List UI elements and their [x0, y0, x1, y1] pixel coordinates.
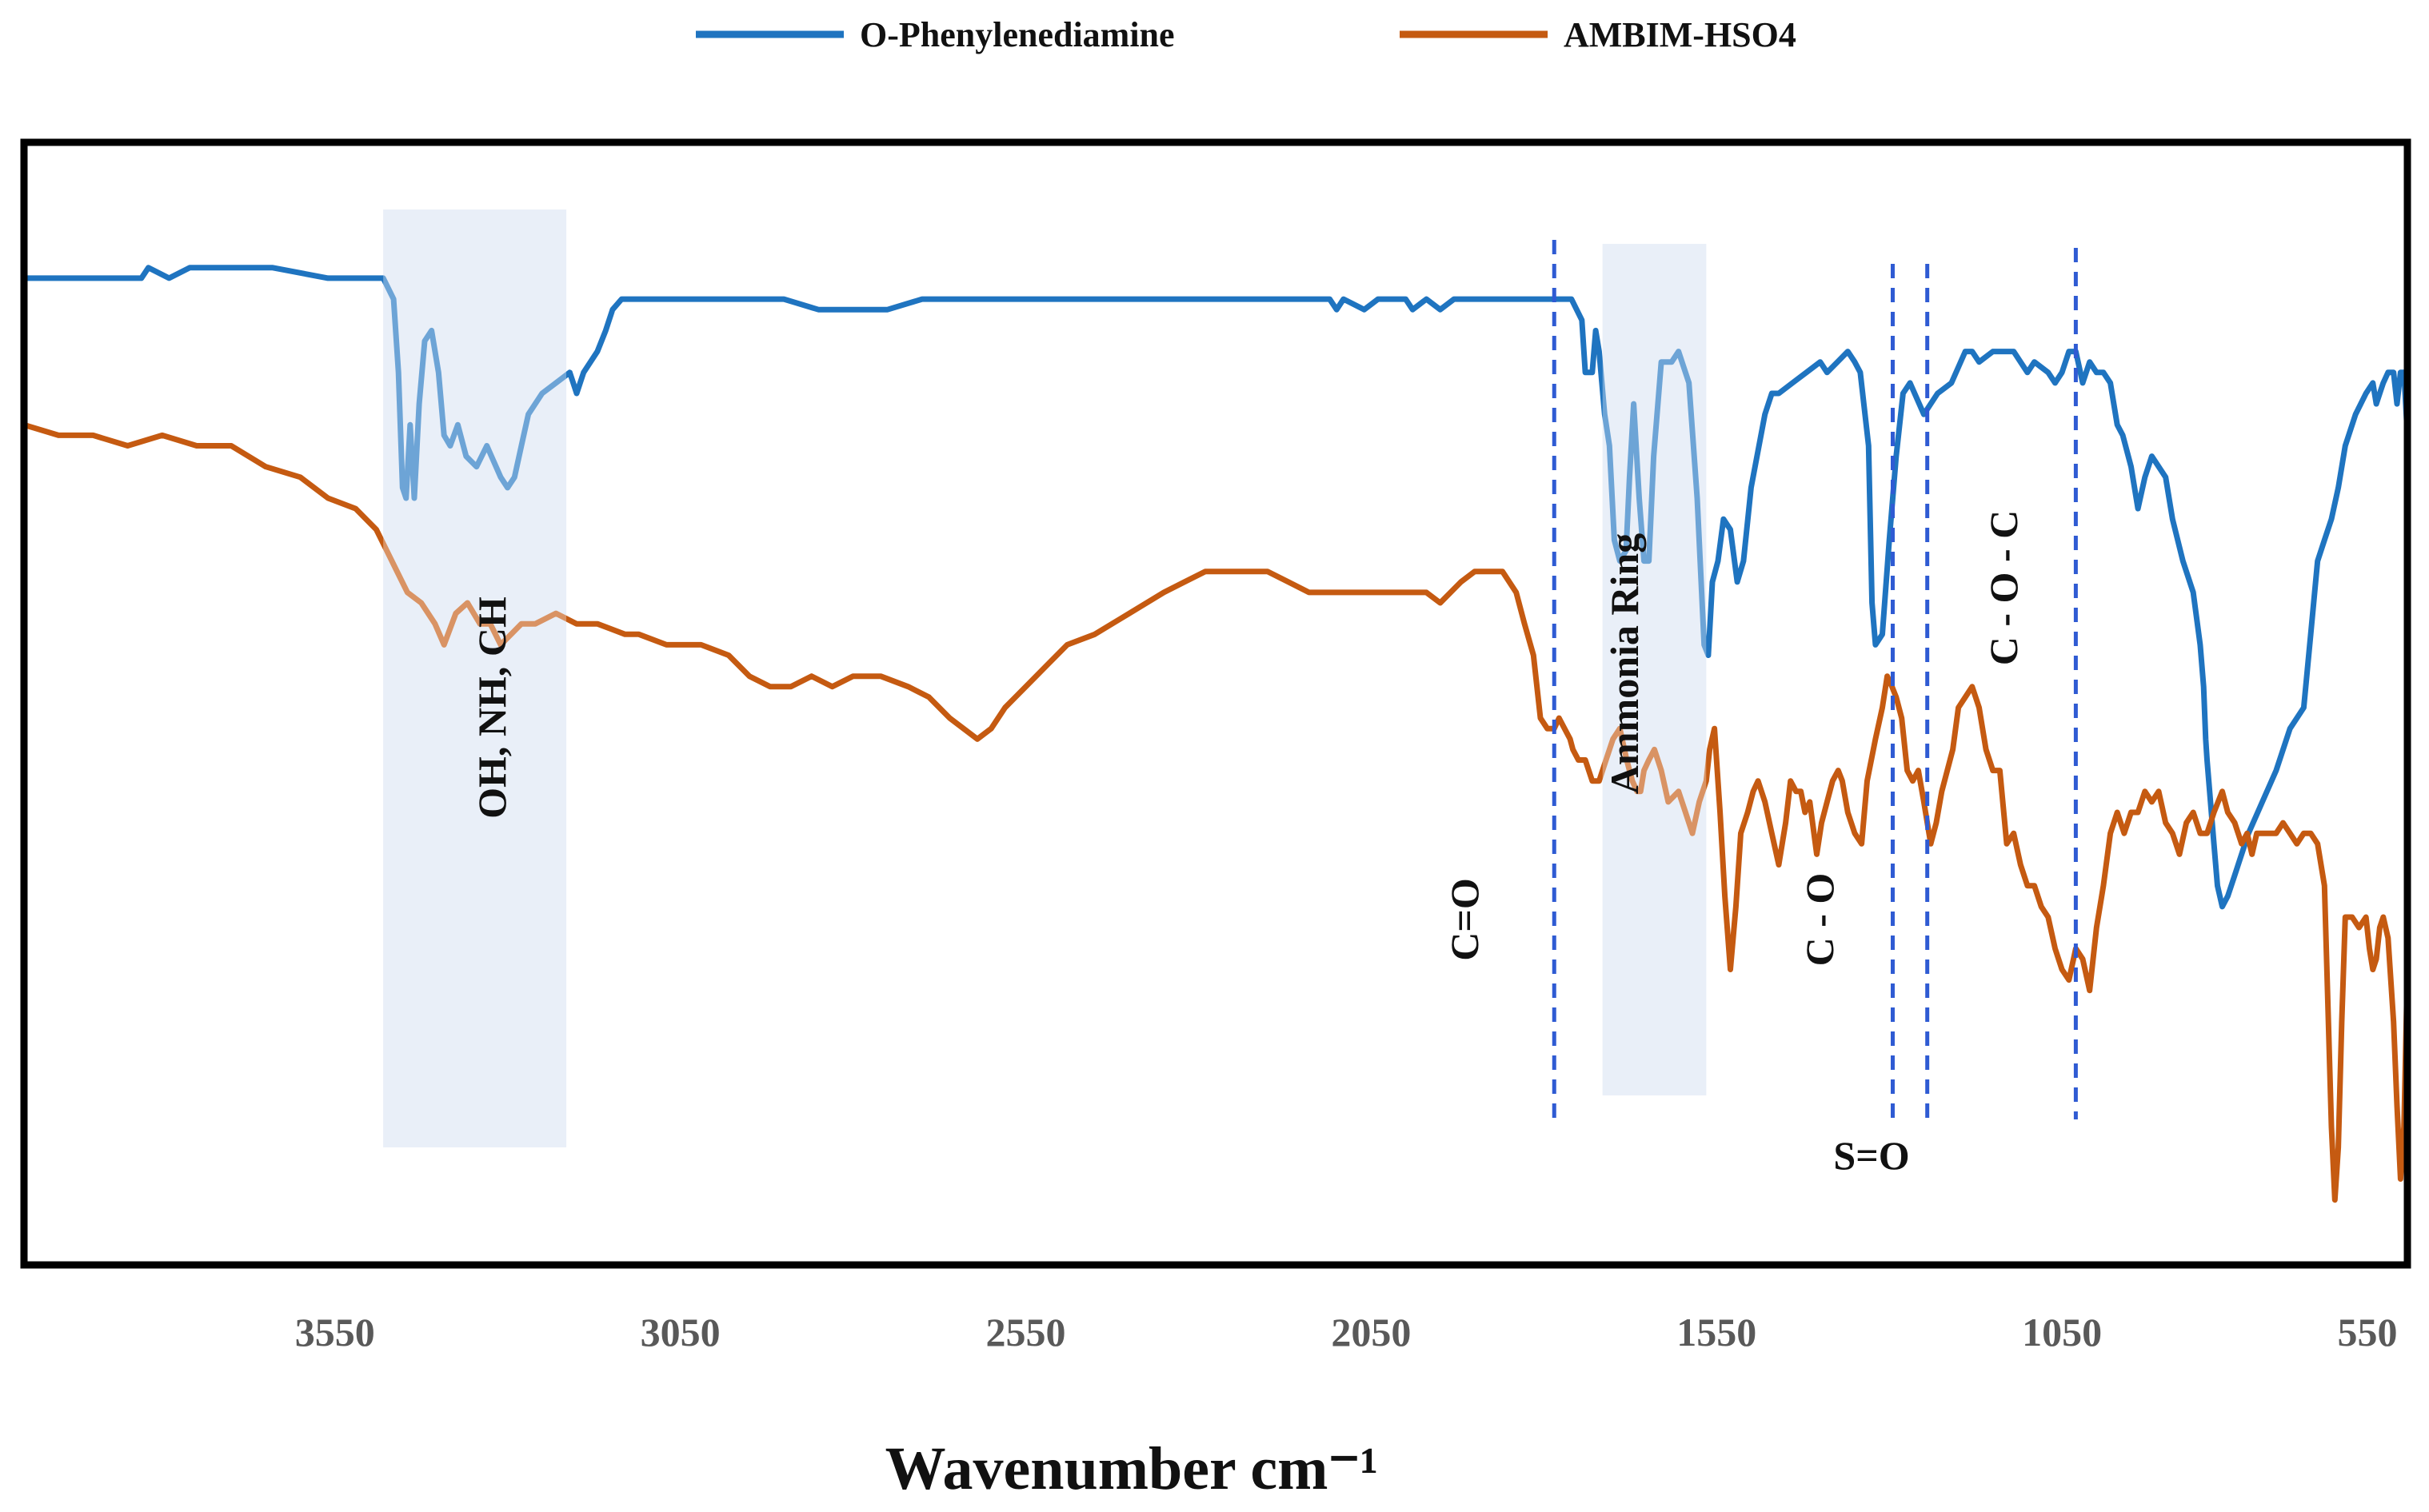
band-oh-nh-ch: [383, 209, 567, 1147]
label-s-o: S=O: [1833, 1133, 1909, 1178]
legend: O-Phenylenediamine AMBIM-HSO4: [696, 15, 1796, 54]
x-axis-label: Wavenumber cm⁻¹: [885, 1435, 1379, 1502]
series-line-ambim-hso4: [24, 421, 2407, 1203]
x-tick-label: 2050: [1331, 1310, 1411, 1354]
label-c-o-double: C=O: [1442, 878, 1487, 961]
plot-frame: [20, 138, 2411, 1269]
band-ammonia-ring-overlay: [1602, 244, 1707, 1095]
label-c-o-c: C - O - C: [1981, 510, 2026, 665]
x-tick-label: 3050: [641, 1310, 721, 1354]
x-tick-label: 1050: [2022, 1310, 2102, 1354]
label-ammonia-ring: Ammonia Ring: [1602, 533, 1647, 794]
x-axis-ticks: 3550 3050 2550 2050 1550 1050 550: [295, 1310, 2398, 1354]
legend-label-series-1: AMBIM-HSO4: [1564, 15, 1796, 54]
x-tick-label: 550: [2338, 1310, 2398, 1354]
label-c-o-single: C - O: [1797, 873, 1842, 967]
legend-label-series-0: O-Phenylenediamine: [860, 15, 1175, 54]
series-line-o-phenylenediamine: [24, 265, 2407, 910]
x-tick-label: 3550: [295, 1310, 375, 1354]
label-oh-nh-ch: OH, NH, CH: [469, 596, 514, 819]
x-tick-label: 1550: [1676, 1310, 1756, 1354]
band-oh-nh-ch-overlay: [383, 209, 567, 1147]
x-tick-label: 2550: [985, 1310, 1065, 1354]
